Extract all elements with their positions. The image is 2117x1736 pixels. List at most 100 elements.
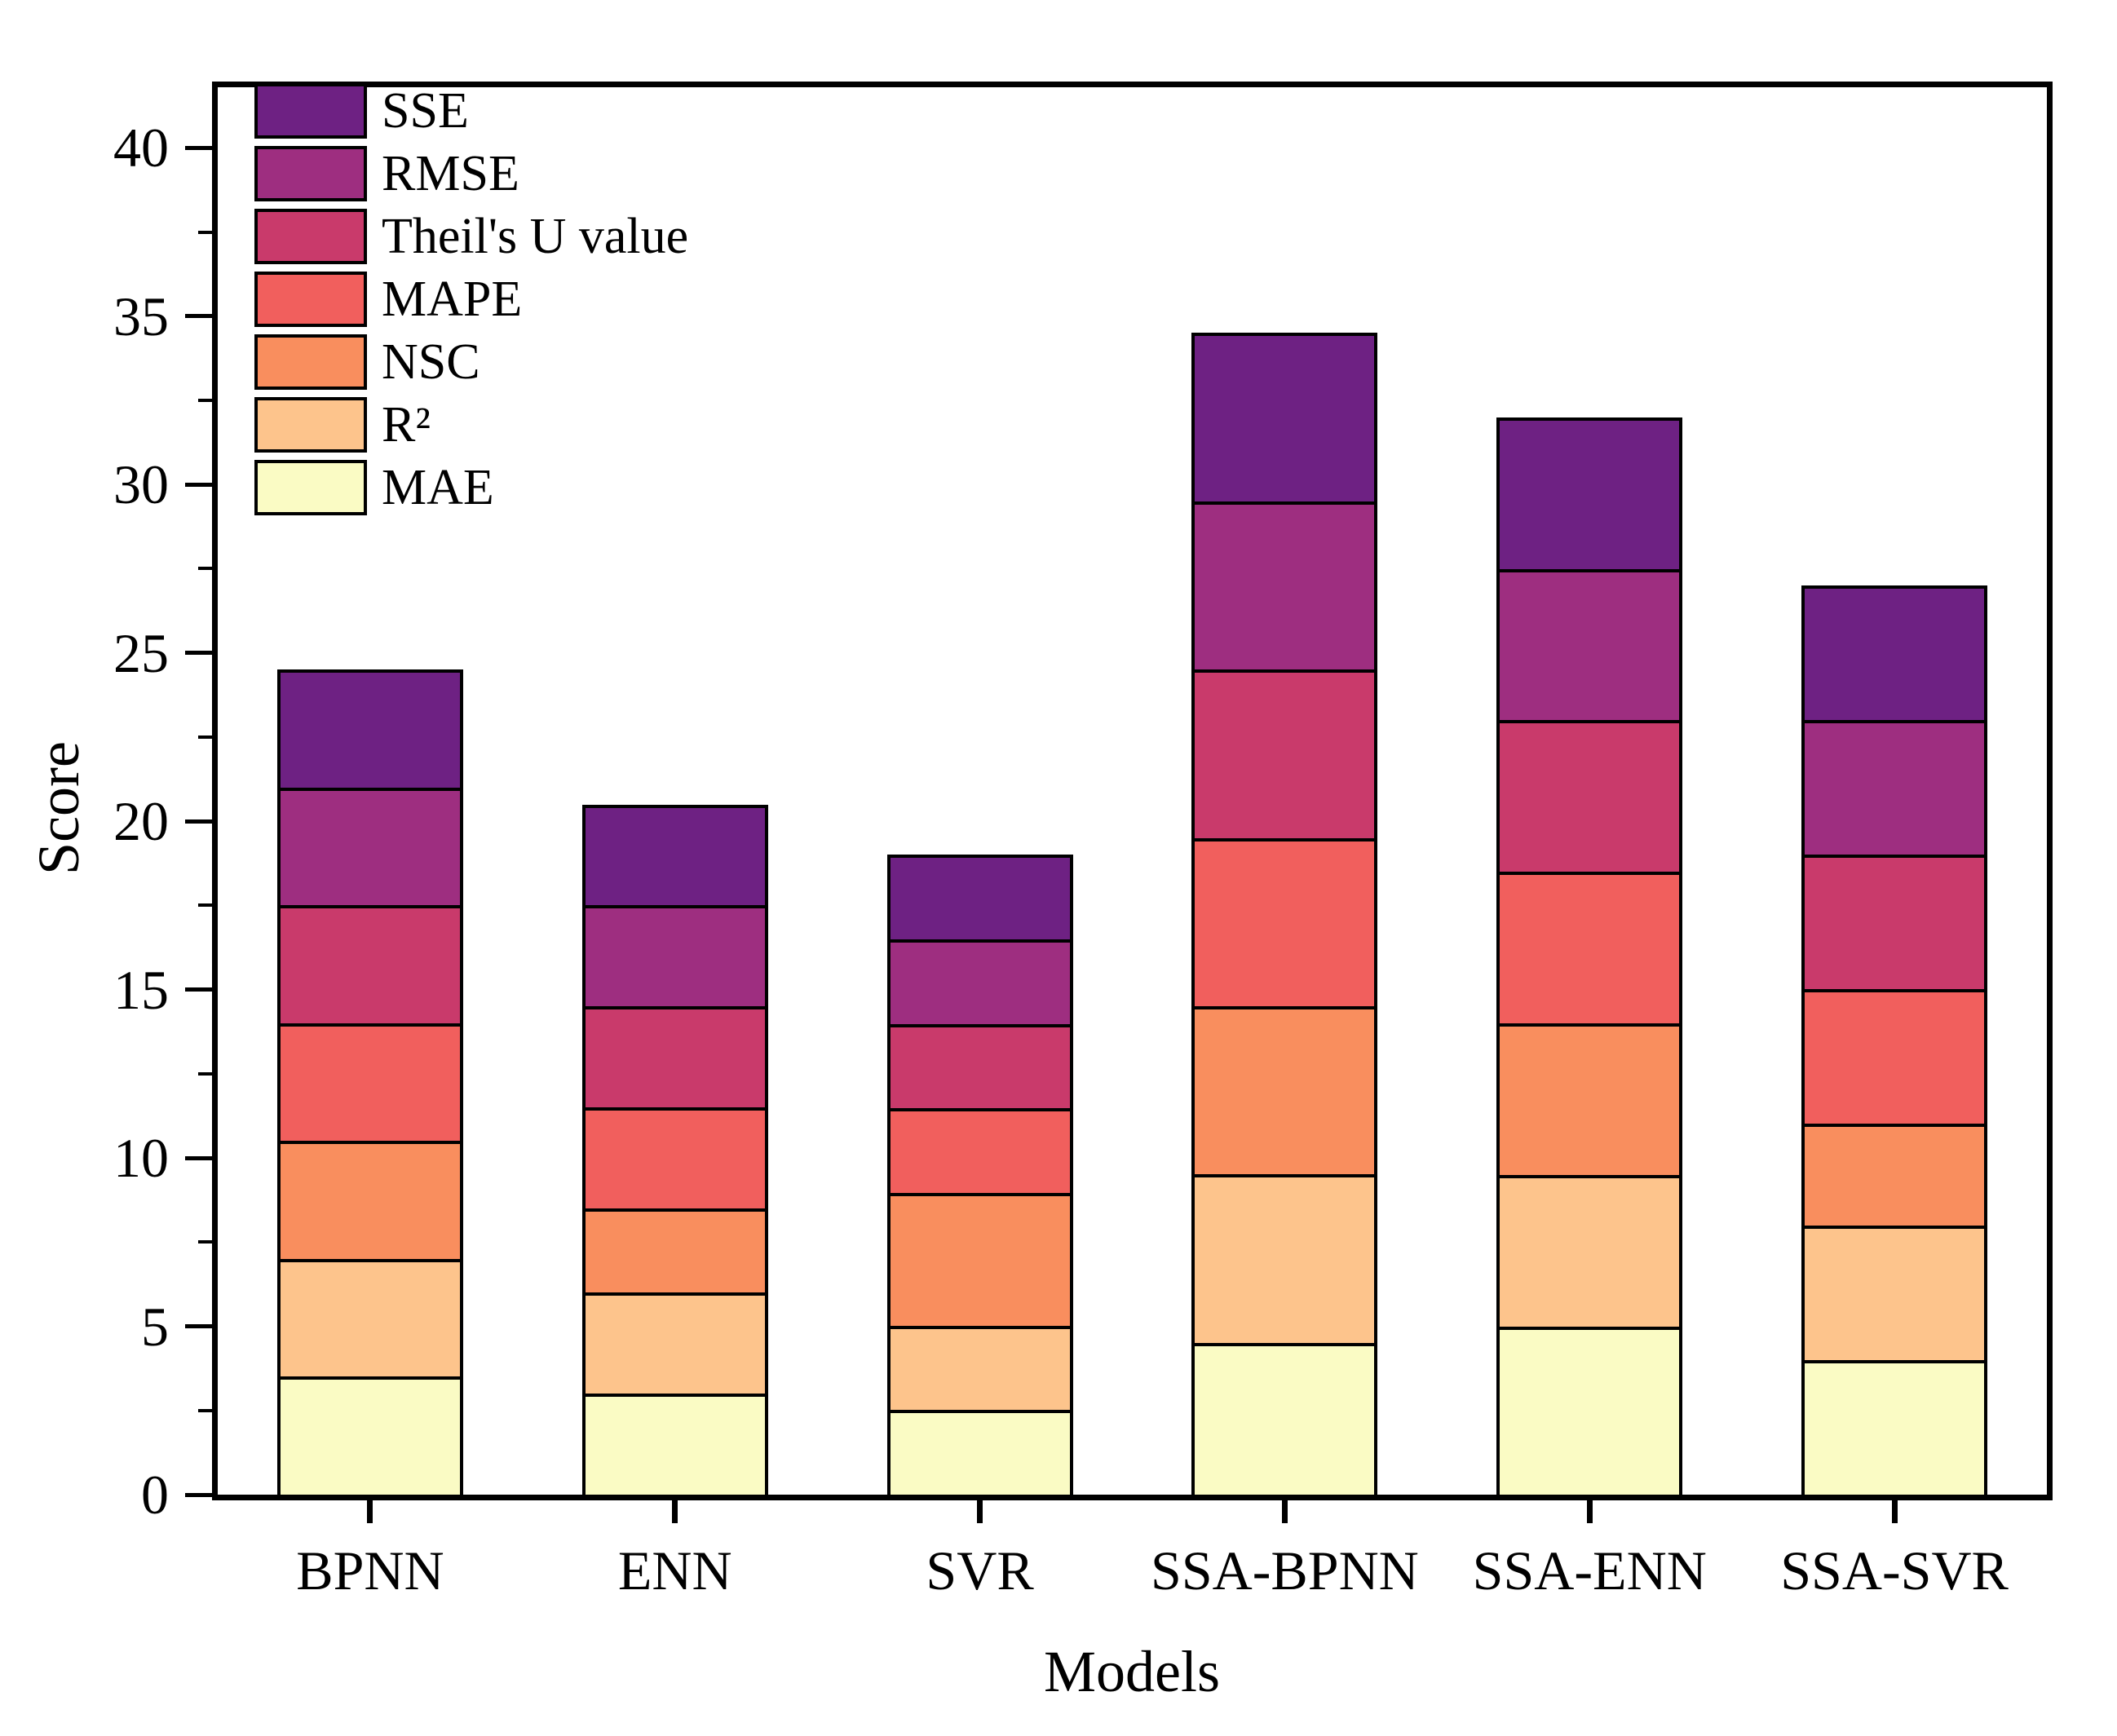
y-axis-tick-label: 15 bbox=[113, 958, 169, 1021]
legend-item: MAPE bbox=[254, 272, 688, 327]
bar-segment-R² bbox=[1500, 1178, 1680, 1330]
bar-segment-SSE bbox=[1500, 420, 1680, 572]
x-axis-tick bbox=[1891, 1500, 1898, 1523]
y-axis-major-tick bbox=[185, 145, 213, 150]
bar-segment-NSC bbox=[1500, 1027, 1680, 1179]
y-axis-tick-label: 5 bbox=[141, 1295, 169, 1358]
y-axis-major-tick bbox=[185, 1324, 213, 1329]
bar-segment-MAE bbox=[1195, 1345, 1375, 1495]
bar-segment-Theil's U value bbox=[1500, 723, 1680, 876]
bar-segment-Theil's U value bbox=[890, 1027, 1070, 1112]
x-category-label: BPNN bbox=[296, 1539, 444, 1601]
plot-frame bbox=[212, 82, 2053, 1500]
y-axis-tick-label: 10 bbox=[113, 1127, 169, 1190]
y-axis-tick-label: 40 bbox=[113, 117, 169, 179]
legend-label: Theil's U value bbox=[382, 209, 689, 264]
bar-segment-NSC bbox=[1805, 1127, 1985, 1229]
legend-swatch bbox=[254, 397, 367, 453]
bar-segment-Theil's U value bbox=[585, 1009, 765, 1111]
bar-segment-SSE bbox=[585, 807, 765, 909]
y-axis-minor-tick bbox=[198, 230, 213, 234]
bar-segment-MAPE bbox=[1195, 841, 1375, 1010]
y-axis-tick-label: 0 bbox=[141, 1464, 169, 1526]
bar-segment-Theil's U value bbox=[280, 908, 460, 1027]
bar-segment-MAE bbox=[585, 1397, 765, 1495]
y-axis-tick-label: 35 bbox=[113, 285, 169, 347]
stacked-bar-SSA-BPNN bbox=[1191, 333, 1378, 1495]
legend-swatch bbox=[254, 272, 367, 327]
bar-segment-SSE bbox=[1805, 589, 1985, 724]
bar-segment-Theil's U value bbox=[1195, 673, 1375, 841]
bar-segment-MAPE bbox=[1500, 875, 1680, 1027]
x-axis-tick bbox=[367, 1500, 373, 1523]
bar-segment-MAE bbox=[1805, 1363, 1985, 1495]
stacked-bar-SSA-ENN bbox=[1496, 417, 1683, 1495]
bar-segment-RMSE bbox=[1805, 723, 1985, 859]
y-axis-major-tick bbox=[185, 1155, 213, 1160]
legend-swatch bbox=[254, 460, 367, 515]
bar-segment-RMSE bbox=[585, 908, 765, 1010]
bar-segment-R² bbox=[890, 1328, 1070, 1414]
bar-segment-R² bbox=[585, 1296, 765, 1398]
bar-segment-MAE bbox=[280, 1380, 460, 1495]
bar-segment-RMSE bbox=[1195, 504, 1375, 674]
y-axis-minor-tick bbox=[198, 1240, 213, 1244]
bar-segment-NSC bbox=[585, 1211, 765, 1296]
bar-segment-MAPE bbox=[280, 1026, 460, 1145]
stacked-bar-BPNN bbox=[276, 669, 463, 1495]
x-axis-tick bbox=[977, 1500, 983, 1523]
legend-swatch bbox=[254, 146, 367, 201]
y-axis-major-tick bbox=[185, 819, 213, 824]
y-axis-major-tick bbox=[185, 651, 213, 656]
bar-segment-NSC bbox=[280, 1144, 460, 1262]
y-axis-tick-label: 20 bbox=[113, 790, 169, 853]
bar-segment-R² bbox=[280, 1261, 460, 1380]
legend-label: MAPE bbox=[382, 272, 523, 327]
stacked-bar-SSA-SVR bbox=[1801, 585, 1988, 1495]
bar-segment-R² bbox=[1195, 1177, 1375, 1346]
legend: SSE RMSE Theil's U value MAPE NSC R² MAE bbox=[254, 83, 688, 523]
y-axis-major-tick bbox=[185, 1492, 213, 1497]
legend-swatch bbox=[254, 209, 367, 264]
legend-item: SSE bbox=[254, 83, 688, 139]
bar-segment-MAPE bbox=[890, 1111, 1070, 1196]
x-axis-tick bbox=[1281, 1500, 1288, 1523]
bar-segment-RMSE bbox=[890, 943, 1070, 1027]
stacked-bar-SVR bbox=[886, 855, 1073, 1495]
y-axis-major-tick bbox=[185, 482, 213, 487]
x-category-label: SVR bbox=[926, 1539, 1034, 1601]
legend-item: R² bbox=[254, 397, 688, 453]
y-axis-minor-tick bbox=[198, 903, 213, 908]
x-category-label: SSA-BPNN bbox=[1151, 1539, 1419, 1601]
y-axis-minor-tick bbox=[198, 735, 213, 739]
bar-segment-MAE bbox=[1500, 1329, 1680, 1495]
bar-segment-MAPE bbox=[1805, 992, 1985, 1128]
y-axis-tick-label: 25 bbox=[113, 621, 169, 684]
bar-segment-MAPE bbox=[585, 1110, 765, 1212]
y-axis-minor-tick bbox=[198, 1408, 213, 1412]
y-axis-minor-tick bbox=[198, 567, 213, 571]
bar-segment-RMSE bbox=[1500, 572, 1680, 724]
bar-segment-NSC bbox=[890, 1195, 1070, 1329]
x-axis-tick bbox=[1586, 1500, 1593, 1523]
y-axis-major-tick bbox=[185, 314, 213, 319]
bar-segment-SSE bbox=[890, 858, 1070, 943]
bar-segment-SSE bbox=[1195, 336, 1375, 505]
y-axis-tick-label: 30 bbox=[113, 453, 169, 516]
y-axis-minor-tick bbox=[198, 1071, 213, 1076]
legend-swatch bbox=[254, 334, 367, 390]
x-category-label: SSA-ENN bbox=[1472, 1539, 1707, 1601]
legend-label: RMSE bbox=[382, 146, 519, 201]
legend-label: MAE bbox=[382, 460, 494, 515]
x-axis-tick bbox=[672, 1500, 678, 1523]
bar-segment-Theil's U value bbox=[1805, 858, 1985, 993]
legend-item: MAE bbox=[254, 460, 688, 515]
legend-item: NSC bbox=[254, 334, 688, 390]
x-category-label: SSA-SVR bbox=[1780, 1539, 2009, 1601]
stacked-bar-ENN bbox=[581, 804, 768, 1495]
legend-label: R² bbox=[382, 397, 431, 453]
bar-segment-RMSE bbox=[280, 790, 460, 909]
x-axis-title: Models bbox=[1044, 1639, 1220, 1704]
bar-segment-MAE bbox=[890, 1413, 1070, 1495]
